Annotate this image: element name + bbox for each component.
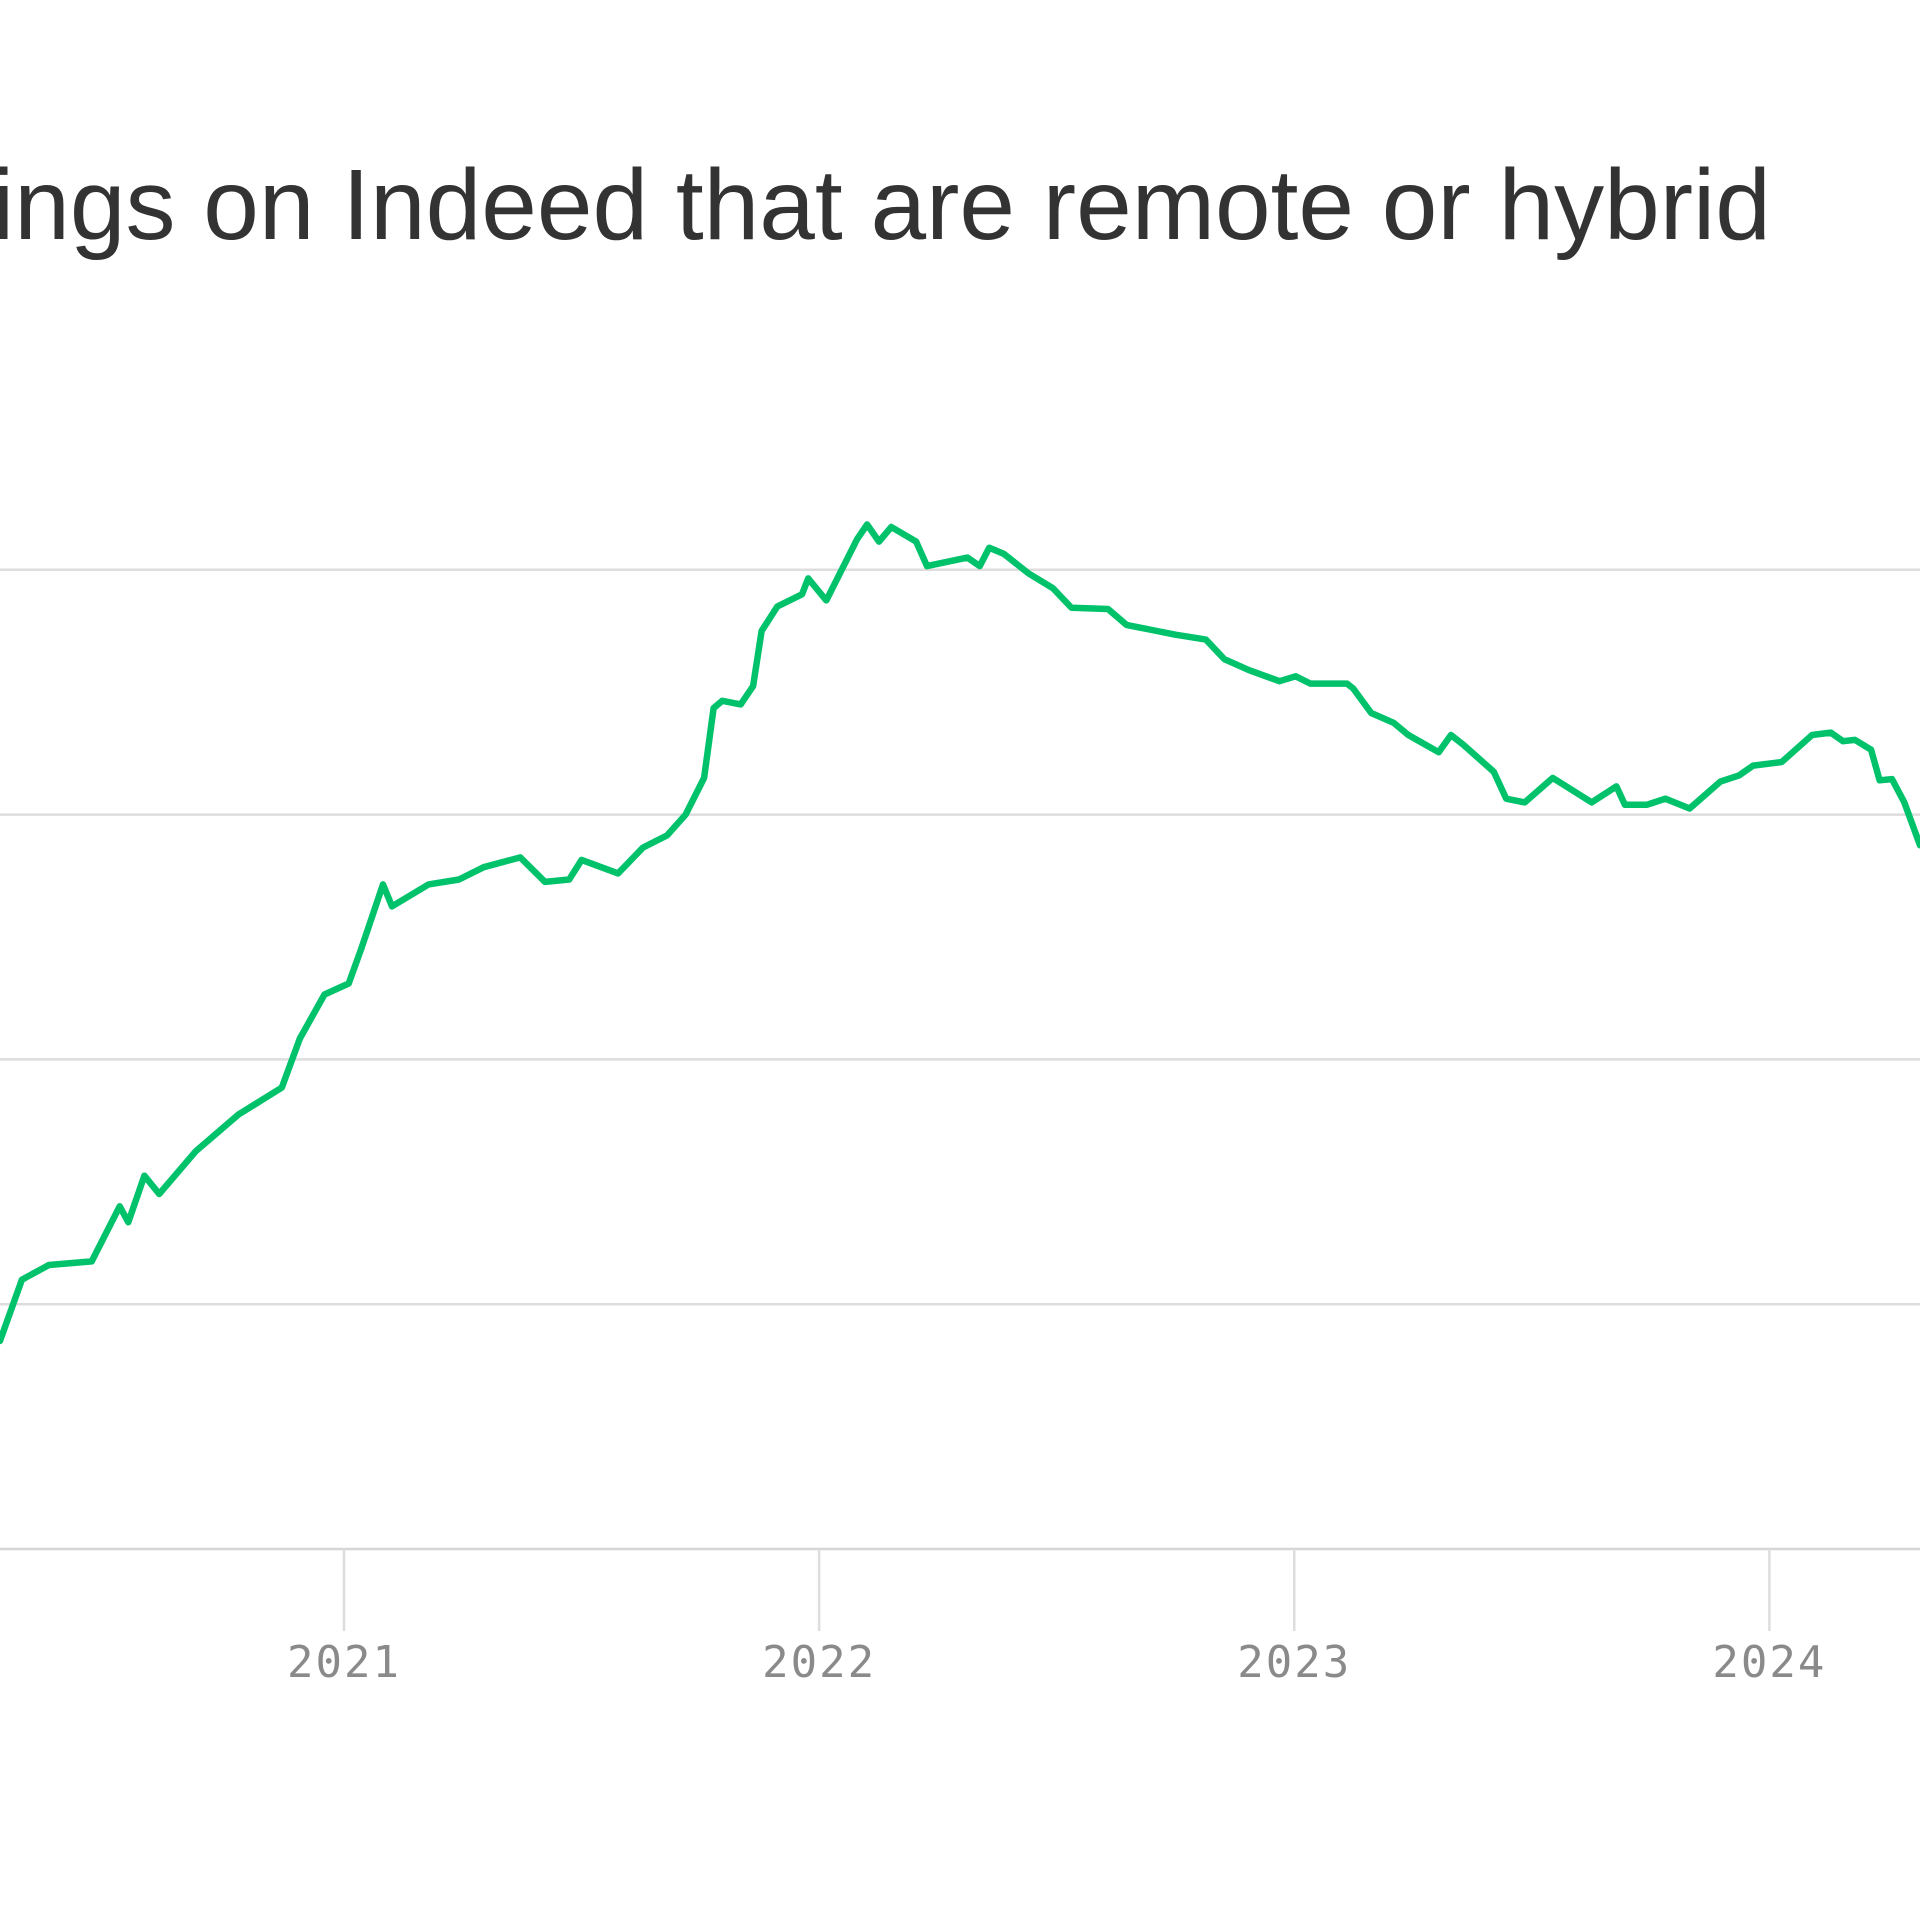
x-tick-label: 2022	[762, 1637, 876, 1688]
x-tick-label: 2024	[1712, 1637, 1826, 1688]
x-axis: 2021 2022 2023 2024	[287, 1549, 1826, 1688]
chart-title: ings on Indeed that are remote or hybrid	[0, 149, 1771, 261]
series-group	[0, 521, 1920, 1345]
x-tick-label: 2023	[1237, 1637, 1351, 1688]
x-tick-label: 2021	[287, 1637, 401, 1688]
gridlines	[0, 568, 1920, 1551]
series-line	[0, 521, 1920, 1345]
